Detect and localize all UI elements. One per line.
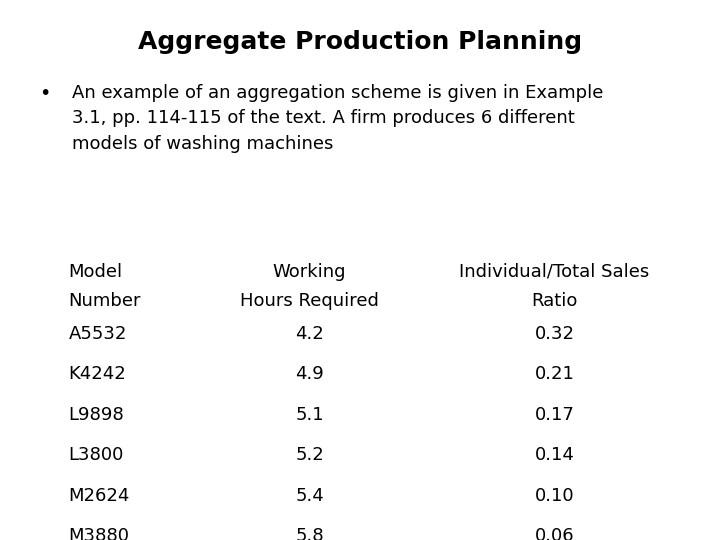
Text: 5.4: 5.4 <box>295 487 324 505</box>
Text: 5.8: 5.8 <box>295 528 324 540</box>
Text: 0.06: 0.06 <box>534 528 575 540</box>
Text: 0.10: 0.10 <box>534 487 575 505</box>
Text: •: • <box>40 84 51 103</box>
Text: 5.2: 5.2 <box>295 447 324 464</box>
Text: 4.9: 4.9 <box>295 366 324 383</box>
Text: An example of an aggregation scheme is given in Example
3.1, pp. 114-115 of the : An example of an aggregation scheme is g… <box>72 84 603 153</box>
Text: 0.32: 0.32 <box>534 325 575 343</box>
Text: L3800: L3800 <box>68 447 124 464</box>
Text: 5.1: 5.1 <box>295 406 324 424</box>
Text: L9898: L9898 <box>68 406 124 424</box>
Text: Individual/Total Sales: Individual/Total Sales <box>459 263 649 281</box>
Text: 4.2: 4.2 <box>295 325 324 343</box>
Text: 0.17: 0.17 <box>534 406 575 424</box>
Text: Working: Working <box>273 263 346 281</box>
Text: 0.14: 0.14 <box>534 447 575 464</box>
Text: A5532: A5532 <box>68 325 127 343</box>
Text: Number: Number <box>68 293 141 310</box>
Text: Hours Required: Hours Required <box>240 293 379 310</box>
Text: K4242: K4242 <box>68 366 126 383</box>
Text: M3880: M3880 <box>68 528 130 540</box>
Text: 0.21: 0.21 <box>534 366 575 383</box>
Text: Model: Model <box>68 263 122 281</box>
Text: M2624: M2624 <box>68 487 130 505</box>
Text: Aggregate Production Planning: Aggregate Production Planning <box>138 30 582 53</box>
Text: Ratio: Ratio <box>531 293 577 310</box>
